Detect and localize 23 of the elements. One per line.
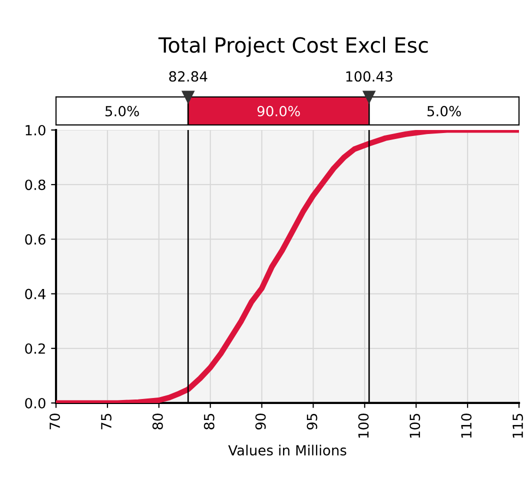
y-tick-label: 1.0 bbox=[26, 124, 46, 136]
y-tick-label: 0.0 bbox=[25, 398, 46, 408]
y-tick-label: 0.4 bbox=[25, 288, 46, 300]
x-tick-label: 80 bbox=[152, 414, 163, 430]
ref-line-label: 100.43 bbox=[346, 71, 392, 82]
ref-line-label: 82.84 bbox=[169, 71, 208, 82]
x-tick-label: 75 bbox=[101, 414, 112, 430]
x-axis-title: Values in Millions bbox=[228, 444, 346, 456]
y-tick-label: 0.2 bbox=[25, 343, 45, 354]
x-tick-label: 85 bbox=[204, 414, 214, 430]
x-tick-label: 95 bbox=[306, 414, 318, 430]
chart-title: Total Project Cost Excl Esc bbox=[158, 36, 428, 57]
text: 5.0% bbox=[427, 106, 461, 116]
text: 5.0% bbox=[106, 106, 139, 116]
text: 90.0% bbox=[257, 106, 300, 116]
x-tick-label: 115 bbox=[512, 414, 524, 438]
x-tick-label: 70 bbox=[50, 414, 60, 430]
y-tick-label: 0.6 bbox=[25, 234, 46, 245]
x-tick-label: 100 bbox=[358, 414, 369, 438]
y-tick-label: 0.8 bbox=[25, 180, 46, 190]
x-tick-label: 90 bbox=[255, 414, 266, 430]
x-tick-label: 110 bbox=[461, 414, 472, 438]
x-tick-label: 105 bbox=[410, 414, 420, 438]
